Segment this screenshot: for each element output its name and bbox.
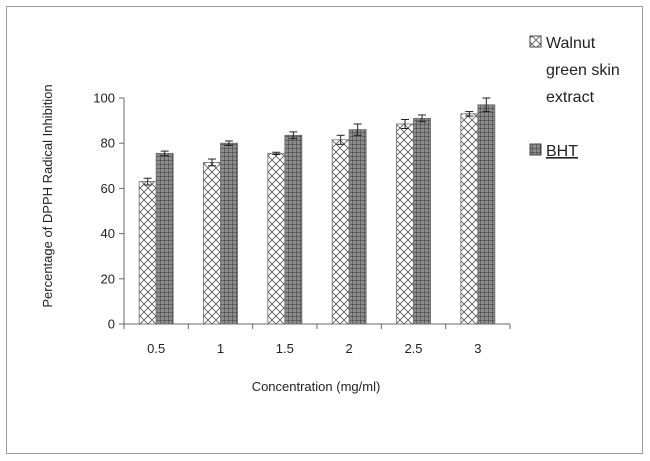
y-tick-label: 80 bbox=[101, 136, 115, 151]
legend: Walnut green skin extract BHT bbox=[529, 35, 620, 160]
y-tick-label: 100 bbox=[93, 91, 115, 106]
x-tick-label: 1.5 bbox=[276, 341, 294, 356]
bar-walnut bbox=[331, 139, 350, 325]
legend-label-walnut: Walnut bbox=[546, 35, 596, 52]
legend-swatch-bht bbox=[529, 143, 542, 156]
bar-bht bbox=[220, 142, 238, 325]
legend-label-walnut: extract bbox=[546, 89, 595, 106]
x-tick-label: 3 bbox=[474, 341, 481, 356]
legend-label-walnut: green skin bbox=[546, 62, 620, 79]
bar-bht bbox=[284, 134, 303, 325]
bar-bht bbox=[155, 152, 174, 325]
x-tick-label: 2 bbox=[346, 341, 353, 356]
x-axis-label: Concentration (mg/ml) bbox=[252, 379, 381, 394]
bar-bht bbox=[348, 129, 367, 325]
x-tick-label: 2.5 bbox=[404, 341, 422, 356]
bar-bht bbox=[413, 117, 431, 325]
y-tick-label: 20 bbox=[101, 271, 115, 286]
bar-walnut bbox=[203, 162, 221, 325]
bar-walnut bbox=[138, 181, 157, 325]
bars bbox=[138, 97, 496, 325]
y-axis-label-group: Percentage of DPPH Radical Inhibition bbox=[40, 84, 55, 307]
legend-swatch-walnut bbox=[529, 35, 542, 48]
bar-walnut bbox=[460, 113, 479, 325]
x-ticks: 0.5 1 1.5 2 2.5 3 bbox=[123, 324, 511, 356]
bar-walnut bbox=[396, 123, 414, 325]
y-tick-label: 40 bbox=[101, 226, 115, 241]
bar-walnut bbox=[267, 152, 286, 325]
axes bbox=[123, 98, 510, 325]
y-tick-label: 60 bbox=[101, 181, 115, 196]
y-axis-label: Percentage of DPPH Radical Inhibition bbox=[40, 84, 55, 307]
y-tick-label: 0 bbox=[108, 317, 115, 332]
chart-frame bbox=[6, 6, 643, 454]
y-ticks: 0 20 40 60 80 100 bbox=[93, 91, 124, 332]
bar-bht bbox=[477, 104, 496, 325]
x-tick-label: 1 bbox=[217, 341, 224, 356]
legend-label-bht: BHT bbox=[546, 143, 578, 160]
x-tick-label: 0.5 bbox=[147, 341, 165, 356]
